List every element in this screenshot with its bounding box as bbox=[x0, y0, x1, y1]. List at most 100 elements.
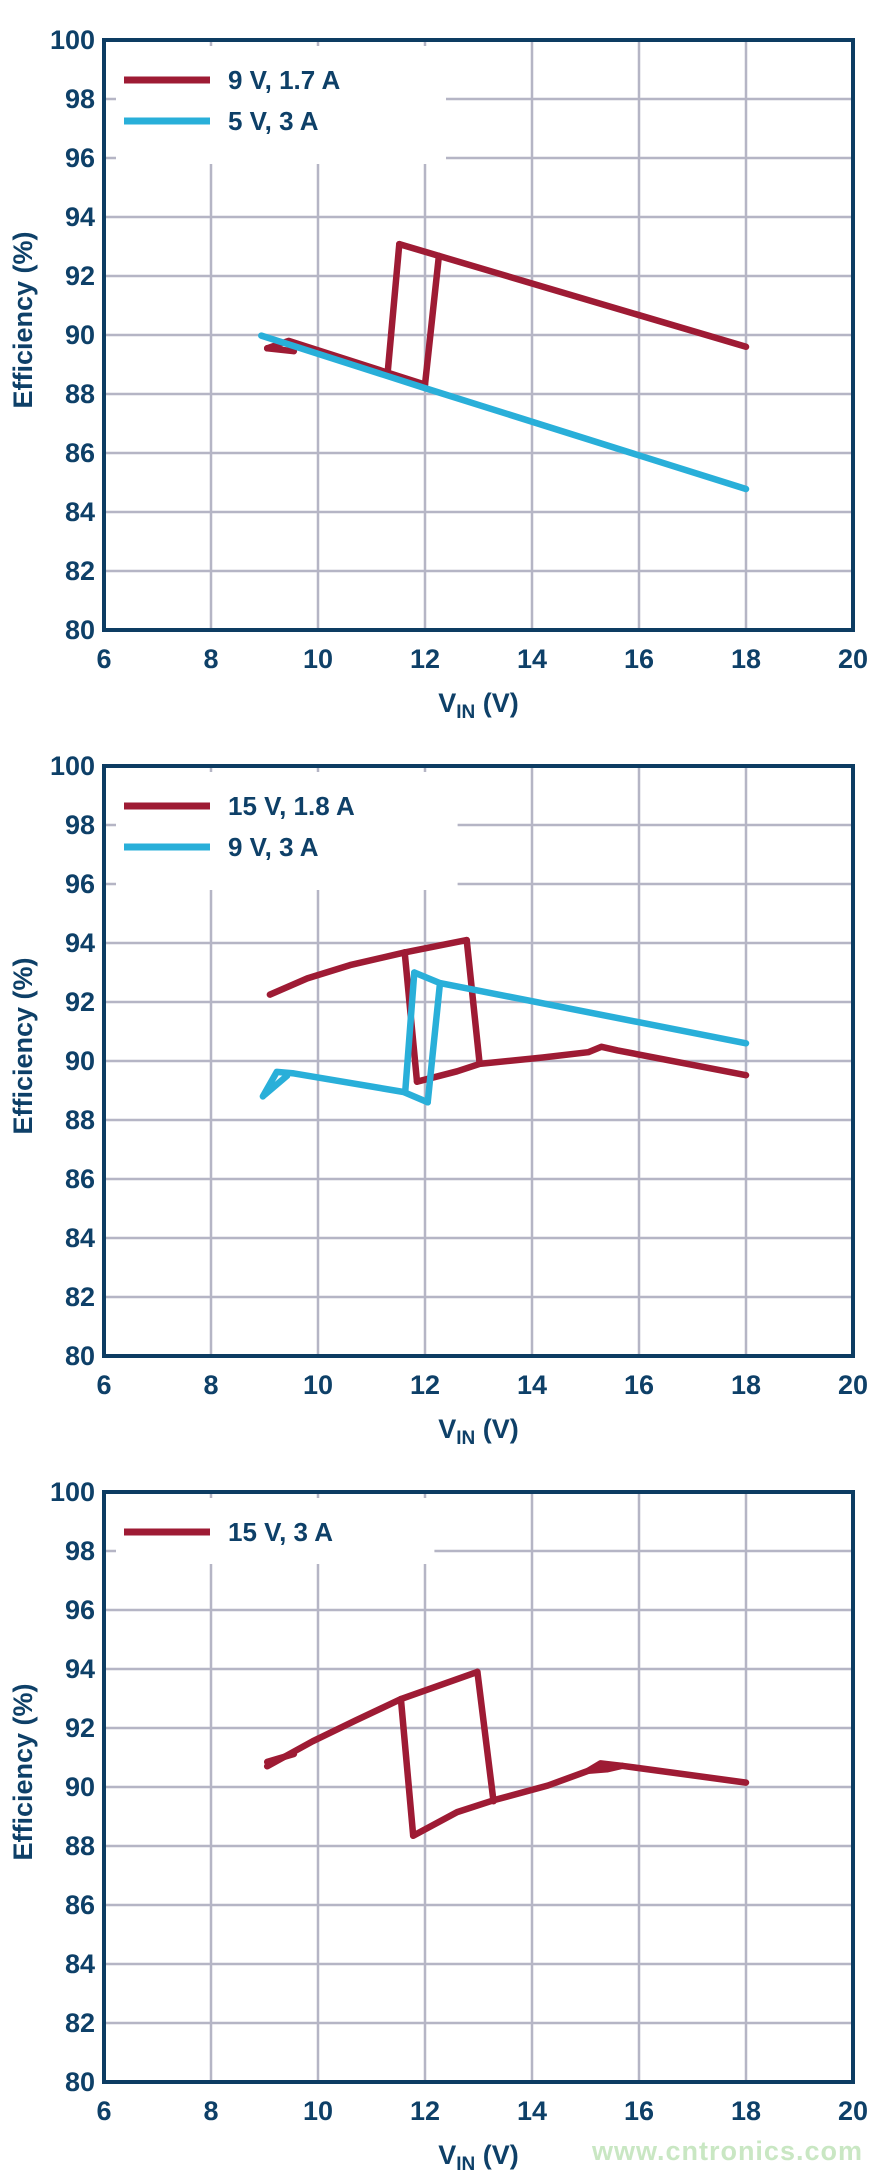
y-tick-label: 84 bbox=[65, 1223, 95, 1253]
series-line-1-9-v-3-a bbox=[411, 969, 750, 1047]
x-tick-label: 6 bbox=[96, 644, 111, 674]
y-tick-label: 86 bbox=[65, 1890, 95, 1920]
y-tick-label: 98 bbox=[65, 810, 95, 840]
y-tick-label: 100 bbox=[50, 25, 95, 55]
series-line-1-9-v-3-a bbox=[401, 969, 418, 1096]
y-tick-label: 88 bbox=[65, 1105, 95, 1135]
y-tick-label: 90 bbox=[65, 1772, 95, 1802]
y-tick-label: 80 bbox=[65, 1341, 95, 1371]
x-tick-label: 14 bbox=[517, 2096, 547, 2126]
y-tick-label: 88 bbox=[65, 1831, 95, 1861]
legend-label: 15 V, 1.8 A bbox=[228, 791, 355, 821]
y-axis-title: Efficiency (%) bbox=[8, 957, 38, 1134]
x-tick-label: 20 bbox=[838, 2096, 868, 2126]
y-tick-label: 86 bbox=[65, 438, 95, 468]
x-axis-title: VIN (V) bbox=[438, 2140, 519, 2175]
legend-background bbox=[116, 772, 458, 890]
y-tick-label: 94 bbox=[65, 202, 95, 232]
x-tick-label: 20 bbox=[838, 1370, 868, 1400]
y-tick-label: 90 bbox=[65, 320, 95, 350]
plot-frame bbox=[102, 1490, 855, 2084]
efficiency-chart-bottom: 80 82 84 86 88 90 92 94 96 98 100 6 8 10 12 14 16 18 20 VIN… bbox=[8, 1477, 868, 2175]
x-axis-title: VIN (V) bbox=[438, 1414, 519, 1449]
x-tick-label: 10 bbox=[303, 1370, 333, 1400]
y-tick-label: 92 bbox=[65, 1713, 95, 1743]
x-tick-label: 12 bbox=[410, 1370, 440, 1400]
series-line-0-15-v-3-a bbox=[584, 1762, 626, 1775]
y-tick-label: 94 bbox=[65, 1654, 95, 1684]
efficiency-chart-middle: 80 82 84 86 88 90 92 94 96 98 100 6 8 10 12 14 16 18 20 VIN… bbox=[8, 751, 868, 1449]
plot-frame bbox=[102, 764, 855, 1358]
x-tick-label: 6 bbox=[96, 1370, 111, 1400]
series-line-0-9-v-1-7-a bbox=[421, 252, 443, 388]
y-tick-label: 96 bbox=[65, 143, 95, 173]
x-tick-label: 20 bbox=[838, 644, 868, 674]
y-tick-label: 100 bbox=[50, 1477, 95, 1507]
efficiency-chart-top: 80 82 84 86 88 90 92 94 96 98 100 6 8 10 12 14 16 18 20 VIN… bbox=[8, 25, 868, 723]
watermark: www.cntronics.com bbox=[591, 2136, 863, 2166]
series-line-0-15-v-1-8-a bbox=[401, 936, 470, 956]
y-tick-label: 86 bbox=[65, 1164, 95, 1194]
series-line-0-15-v-3-a bbox=[263, 1750, 298, 1766]
y-tick-label: 80 bbox=[65, 2067, 95, 2097]
series-line-1-5-v-3-a bbox=[258, 332, 750, 493]
chart-panel-bottom: 80 82 84 86 88 90 92 94 96 98 100 6 8 10 12 14 16 18 20 VIN… bbox=[0, 1452, 875, 2178]
y-tick-label: 96 bbox=[65, 869, 95, 899]
x-tick-label: 18 bbox=[731, 2096, 761, 2126]
legend-label: 9 V, 1.7 A bbox=[228, 65, 340, 95]
series-line-0-15-v-1-8-a bbox=[463, 936, 483, 1067]
chart-panel-top: 80 82 84 86 88 90 92 94 96 98 100 6 8 10 12 14 16 18 20 VIN… bbox=[0, 0, 875, 726]
series-line-0-9-v-1-7-a bbox=[263, 345, 298, 355]
series-line-1-9-v-3-a bbox=[424, 979, 444, 1106]
x-tick-label: 6 bbox=[96, 2096, 111, 2126]
y-tick-label: 82 bbox=[65, 556, 95, 586]
legend-label: 15 V, 3 A bbox=[228, 1517, 333, 1547]
series-line-0-15-v-1-8-a bbox=[413, 1043, 750, 1085]
legend-label: 5 V, 3 A bbox=[228, 106, 319, 136]
series-line-1-9-v-3-a bbox=[259, 1068, 431, 1106]
x-tick-label: 10 bbox=[303, 644, 333, 674]
x-tick-label: 16 bbox=[624, 2096, 654, 2126]
series-line-0-15-v-3-a bbox=[397, 1668, 481, 1703]
y-tick-label: 80 bbox=[65, 615, 95, 645]
x-tick-label: 14 bbox=[517, 644, 547, 674]
chart-panel-middle: 80 82 84 86 88 90 92 94 96 98 100 6 8 10 12 14 16 18 20 VIN… bbox=[0, 726, 875, 1452]
y-tick-label: 96 bbox=[65, 1595, 95, 1625]
y-tick-label: 82 bbox=[65, 1282, 95, 1312]
x-tick-label: 10 bbox=[303, 2096, 333, 2126]
x-tick-label: 12 bbox=[410, 644, 440, 674]
x-tick-label: 14 bbox=[517, 1370, 547, 1400]
x-tick-label: 8 bbox=[203, 2096, 218, 2126]
y-tick-label: 92 bbox=[65, 987, 95, 1017]
y-tick-label: 84 bbox=[65, 497, 95, 527]
series-line-0-15-v-3-a bbox=[474, 1668, 497, 1805]
y-tick-label: 94 bbox=[65, 928, 95, 958]
x-tick-label: 12 bbox=[410, 2096, 440, 2126]
y-tick-label: 82 bbox=[65, 2008, 95, 2038]
x-tick-label: 8 bbox=[203, 1370, 218, 1400]
y-tick-label: 88 bbox=[65, 379, 95, 409]
x-tick-label: 16 bbox=[624, 644, 654, 674]
y-tick-label: 100 bbox=[50, 751, 95, 781]
series-line-0-15-v-3-a bbox=[409, 1760, 750, 1839]
x-tick-label: 8 bbox=[203, 644, 218, 674]
x-tick-label: 18 bbox=[731, 1370, 761, 1400]
series-line-0-9-v-1-7-a bbox=[384, 240, 403, 377]
y-axis-title: Efficiency (%) bbox=[8, 1683, 38, 1860]
x-tick-label: 16 bbox=[624, 1370, 654, 1400]
series-line-0-15-v-3-a bbox=[397, 1695, 417, 1839]
y-tick-label: 92 bbox=[65, 261, 95, 291]
y-tick-label: 98 bbox=[65, 1536, 95, 1566]
y-axis-title: Efficiency (%) bbox=[8, 231, 38, 408]
x-tick-label: 18 bbox=[731, 644, 761, 674]
x-axis-title: VIN (V) bbox=[438, 688, 519, 723]
plot-frame bbox=[102, 38, 855, 632]
legend-background bbox=[116, 46, 446, 164]
series-line-1-9-v-3-a bbox=[261, 1072, 291, 1099]
y-tick-label: 84 bbox=[65, 1949, 95, 1979]
y-tick-label: 98 bbox=[65, 84, 95, 114]
series-line-0-9-v-1-7-a bbox=[396, 240, 750, 351]
series-line-0-15-v-1-8-a bbox=[266, 949, 408, 998]
legend-label: 9 V, 3 A bbox=[228, 832, 319, 862]
